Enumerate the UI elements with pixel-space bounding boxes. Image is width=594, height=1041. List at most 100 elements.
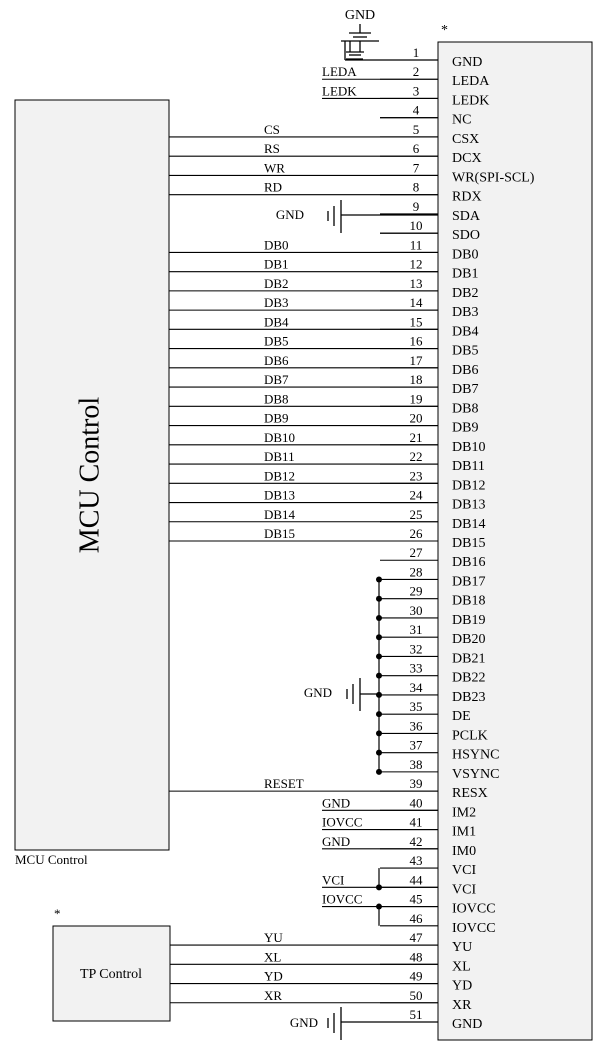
mcu-net-label: DB8 [264, 391, 289, 406]
mcu-net-label: DB0 [264, 237, 289, 252]
mcu-control-box [14, 99, 170, 851]
pin-number: 12 [410, 257, 423, 272]
pin-number: 23 [410, 468, 423, 483]
pin-name: WR(SPI-SCL) [452, 170, 535, 185]
pin-name: DB23 [452, 690, 485, 705]
pin-name: DB9 [452, 421, 478, 436]
bottom-ground-label: GND [290, 1015, 318, 1030]
pin-name: DB12 [452, 478, 485, 493]
pin-number: 10 [410, 218, 423, 233]
pin-number: 17 [410, 353, 424, 368]
mcu-net-label: DB10 [264, 430, 295, 445]
tp-control-title: TP Control [80, 967, 142, 982]
pin-number: 25 [410, 507, 423, 522]
pin-number: 27 [410, 545, 424, 560]
pin-number: 36 [410, 718, 424, 733]
mcu-net-label: DB7 [264, 372, 289, 387]
pin-number: 28 [410, 564, 423, 579]
pin-name: VSYNC [452, 767, 499, 782]
pin-name: LEDK [452, 93, 489, 108]
pin-number: 15 [410, 314, 423, 329]
mcu-net-label: DB14 [264, 507, 296, 522]
short-net-label: VCI [322, 872, 344, 887]
pin-name: DB10 [452, 440, 485, 455]
pin-name: DB0 [452, 247, 478, 262]
mcu-net-label: DB1 [264, 257, 289, 272]
pin-name: SDA [452, 209, 481, 224]
pin-number: 3 [413, 83, 420, 98]
pin-number: 1 [413, 45, 420, 60]
pin-number: 11 [410, 237, 423, 252]
pin-number: 18 [410, 372, 423, 387]
top-ground-label: GND [345, 8, 375, 23]
pin-number: 44 [410, 872, 424, 887]
junction-dot [376, 595, 382, 602]
short-net-label: IOVCC [322, 815, 362, 830]
tp-marker: * [54, 906, 61, 921]
mcu-net-label: DB3 [264, 295, 289, 310]
pin-name: DB11 [452, 459, 485, 474]
pin-name: CSX [452, 132, 479, 147]
mcu-net-label: CS [264, 122, 280, 137]
mcu-net-label: DB12 [264, 468, 295, 483]
pin-name: SDO [452, 228, 480, 243]
pin-name: DB14 [452, 517, 485, 532]
mcu-control-title: MCU Control [74, 397, 105, 554]
pin-name: XR [452, 998, 472, 1013]
junction-dot [376, 749, 382, 756]
pin-name: YU [452, 940, 472, 955]
mcu-net-label: DB13 [264, 488, 295, 503]
pin-name: DB21 [452, 651, 485, 666]
junction-dot [376, 672, 382, 679]
junction-dot [376, 576, 382, 583]
pin-name: YD [452, 979, 472, 994]
tp-net-label: YU [264, 930, 283, 945]
short-net-label: IOVCC [322, 892, 362, 907]
bus-ground-icon [346, 678, 379, 711]
pin-number: 37 [410, 738, 424, 753]
pin-number: 21 [410, 430, 423, 445]
pin-number: 22 [410, 449, 423, 464]
mcu-net-label: DB2 [264, 276, 289, 291]
pin-number: 20 [410, 411, 423, 426]
pin-name: VCI [452, 863, 476, 878]
pin-number: 7 [413, 160, 420, 175]
pin-name: DB15 [452, 536, 485, 551]
pin-number: 41 [410, 815, 423, 830]
pin-number: 38 [410, 757, 423, 772]
short-net-label: LEDK [322, 83, 357, 98]
pin-name: DB7 [452, 382, 478, 397]
pin-number: 4 [413, 103, 420, 118]
tp-net-label: YD [264, 969, 283, 984]
pin-name: DB22 [452, 671, 485, 686]
pin-number: 26 [410, 526, 424, 541]
junction-dot [376, 711, 382, 718]
pin-number: 50 [410, 988, 423, 1003]
pin-name: GND [452, 1017, 482, 1032]
pin-number: 31 [410, 622, 423, 637]
top-ground-icon [341, 24, 438, 61]
pin-name: DE [452, 709, 471, 724]
pin-number: 49 [410, 969, 423, 984]
pin-number: 33 [410, 661, 423, 676]
pin-name: HSYNC [452, 748, 499, 763]
pin-name: VCI [452, 882, 476, 897]
pin-name: DB5 [452, 344, 478, 359]
junction-dot [376, 614, 382, 621]
tp-control-box [52, 925, 171, 1022]
mcu-net-label: RESET [264, 776, 304, 791]
pin-name: RESX [452, 786, 488, 801]
short-net-label: LEDA [322, 64, 357, 79]
pin-number: 19 [410, 391, 423, 406]
pin-name: IOVCC [452, 902, 496, 917]
pin-name: DB6 [452, 363, 478, 378]
pin-number: 39 [410, 776, 423, 791]
pin-number: 46 [410, 911, 424, 926]
pin-number: 47 [410, 930, 424, 945]
vci-junction-dot [376, 884, 382, 891]
connector-marker: * [441, 23, 448, 38]
pin-number: 5 [413, 122, 420, 137]
pin-number: 43 [410, 853, 423, 868]
pin-number: 42 [410, 834, 423, 849]
pin-number: 8 [413, 180, 420, 195]
